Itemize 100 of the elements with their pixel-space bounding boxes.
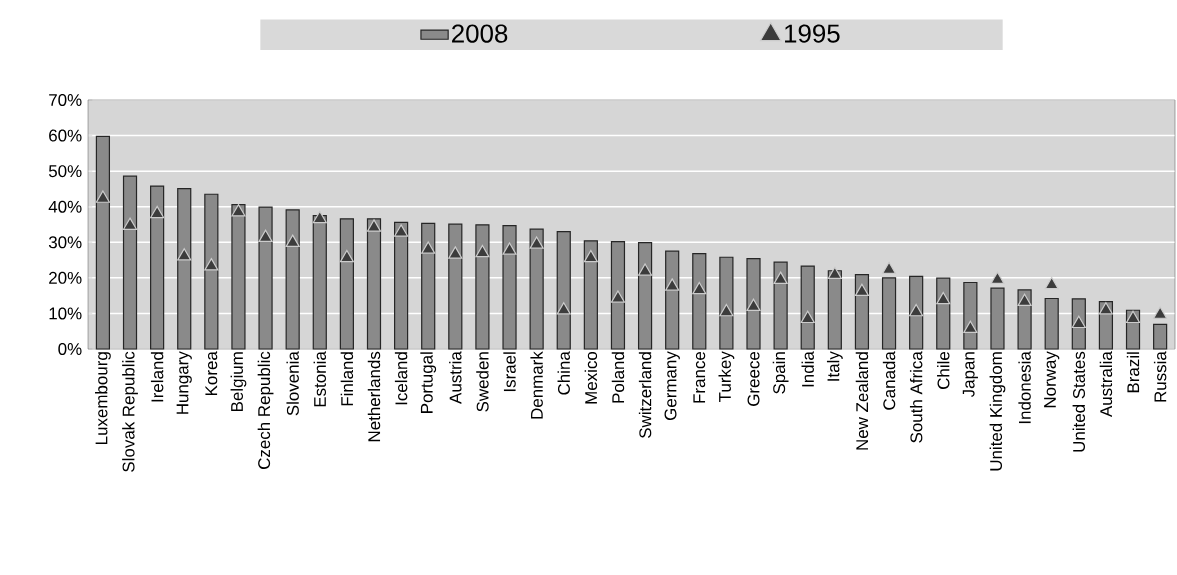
point	[1125, 310, 1141, 324]
point	[692, 281, 707, 295]
bar	[665, 250, 680, 350]
point	[1153, 306, 1168, 319]
x-tick-label: Ireland	[150, 352, 164, 402]
bar	[177, 187, 192, 350]
point	[1044, 276, 1059, 290]
point	[827, 266, 842, 279]
x-tick-label: Netherlands	[367, 351, 381, 442]
x-tick-label: China	[557, 351, 570, 395]
x-tick-label: Hungary	[176, 351, 192, 414]
point	[638, 263, 653, 276]
point	[1071, 315, 1086, 329]
x-tick-label: Austria	[449, 351, 462, 404]
x-tick-label: Korea	[205, 351, 218, 395]
bar	[854, 274, 870, 350]
y-tick-label: 60%	[49, 129, 82, 142]
x-tick-label: New Zealand	[855, 352, 869, 450]
point	[475, 244, 490, 258]
bar	[556, 231, 571, 350]
bar	[990, 287, 1005, 350]
point	[231, 203, 246, 217]
bar	[1044, 297, 1059, 350]
x-tick-label: Turkey	[718, 351, 735, 402]
x-tick-label: Finland	[340, 352, 354, 406]
point	[936, 291, 951, 305]
bar	[150, 185, 165, 350]
bar	[231, 203, 246, 350]
bar	[475, 224, 490, 350]
x-tick-label: Poland	[611, 352, 625, 403]
y-tick-label: 20%	[49, 271, 82, 284]
x-tick-label: Indonesia	[1018, 351, 1031, 424]
y-tick-label: 0%	[58, 343, 82, 355]
x-tick-label: France	[693, 351, 706, 403]
x-tick-label: United Kingdom	[989, 352, 1006, 471]
x-tick-label: Spain	[772, 352, 789, 394]
x-tick-label: Switzerland	[638, 352, 652, 438]
bar	[583, 240, 598, 350]
bar	[637, 242, 653, 350]
legend-label: 2008	[452, 24, 508, 43]
x-tick-label: Italy	[826, 351, 843, 381]
bar	[746, 258, 761, 350]
bar	[258, 206, 273, 350]
x-tick-label: Germany	[664, 351, 680, 420]
x-tick-label: Sweden	[476, 352, 489, 412]
point	[95, 190, 110, 203]
point	[610, 290, 626, 303]
bar	[421, 222, 436, 350]
x-tick-label: Australia	[1099, 351, 1113, 418]
point	[909, 303, 924, 317]
point	[854, 283, 870, 297]
point	[366, 219, 382, 232]
bar	[394, 221, 409, 350]
point	[556, 302, 571, 315]
bar	[502, 224, 517, 350]
bar	[448, 223, 463, 350]
x-tick-label: Japan	[962, 352, 978, 398]
y-tick-label: 40%	[48, 200, 82, 213]
x-tick-label: India	[801, 351, 814, 387]
x-tick-label: Iceland	[394, 352, 408, 405]
bar	[692, 253, 707, 350]
point	[773, 271, 788, 284]
x-tick-label: Greece	[747, 351, 760, 406]
x-tick-label: United States	[1072, 351, 1086, 452]
bar	[312, 215, 327, 350]
bar	[963, 281, 978, 350]
point	[285, 234, 300, 247]
point	[448, 246, 463, 259]
point	[746, 298, 761, 312]
point	[502, 242, 517, 255]
point	[258, 229, 273, 242]
bar	[881, 277, 897, 350]
x-tick-label: Norway	[1044, 351, 1060, 408]
point	[990, 271, 1005, 284]
bar	[285, 209, 300, 350]
point	[800, 310, 815, 324]
x-tick-label: Belgium	[230, 352, 247, 411]
bar	[800, 265, 815, 350]
x-tick-label: Luxembourg	[95, 352, 111, 444]
y-tick-label: 30%	[48, 236, 82, 249]
bar	[204, 193, 219, 350]
point	[665, 278, 680, 291]
point	[339, 249, 354, 263]
point	[204, 258, 219, 271]
x-tick-label: Chile	[937, 351, 950, 389]
x-tick-label: Israel	[503, 352, 516, 392]
bar	[95, 135, 111, 350]
point	[719, 303, 734, 317]
bar	[773, 261, 788, 350]
x-tick-label: Slovak Republic	[122, 351, 138, 472]
y-tick-label: 50%	[48, 165, 82, 178]
bar	[827, 270, 842, 350]
x-tick-label: Denmark	[530, 351, 543, 419]
point	[583, 249, 598, 263]
point	[529, 236, 544, 249]
point	[394, 224, 409, 237]
point	[1098, 302, 1113, 315]
x-tick-label: Portugal	[420, 352, 437, 413]
bar	[1153, 323, 1168, 350]
bar	[339, 218, 354, 350]
